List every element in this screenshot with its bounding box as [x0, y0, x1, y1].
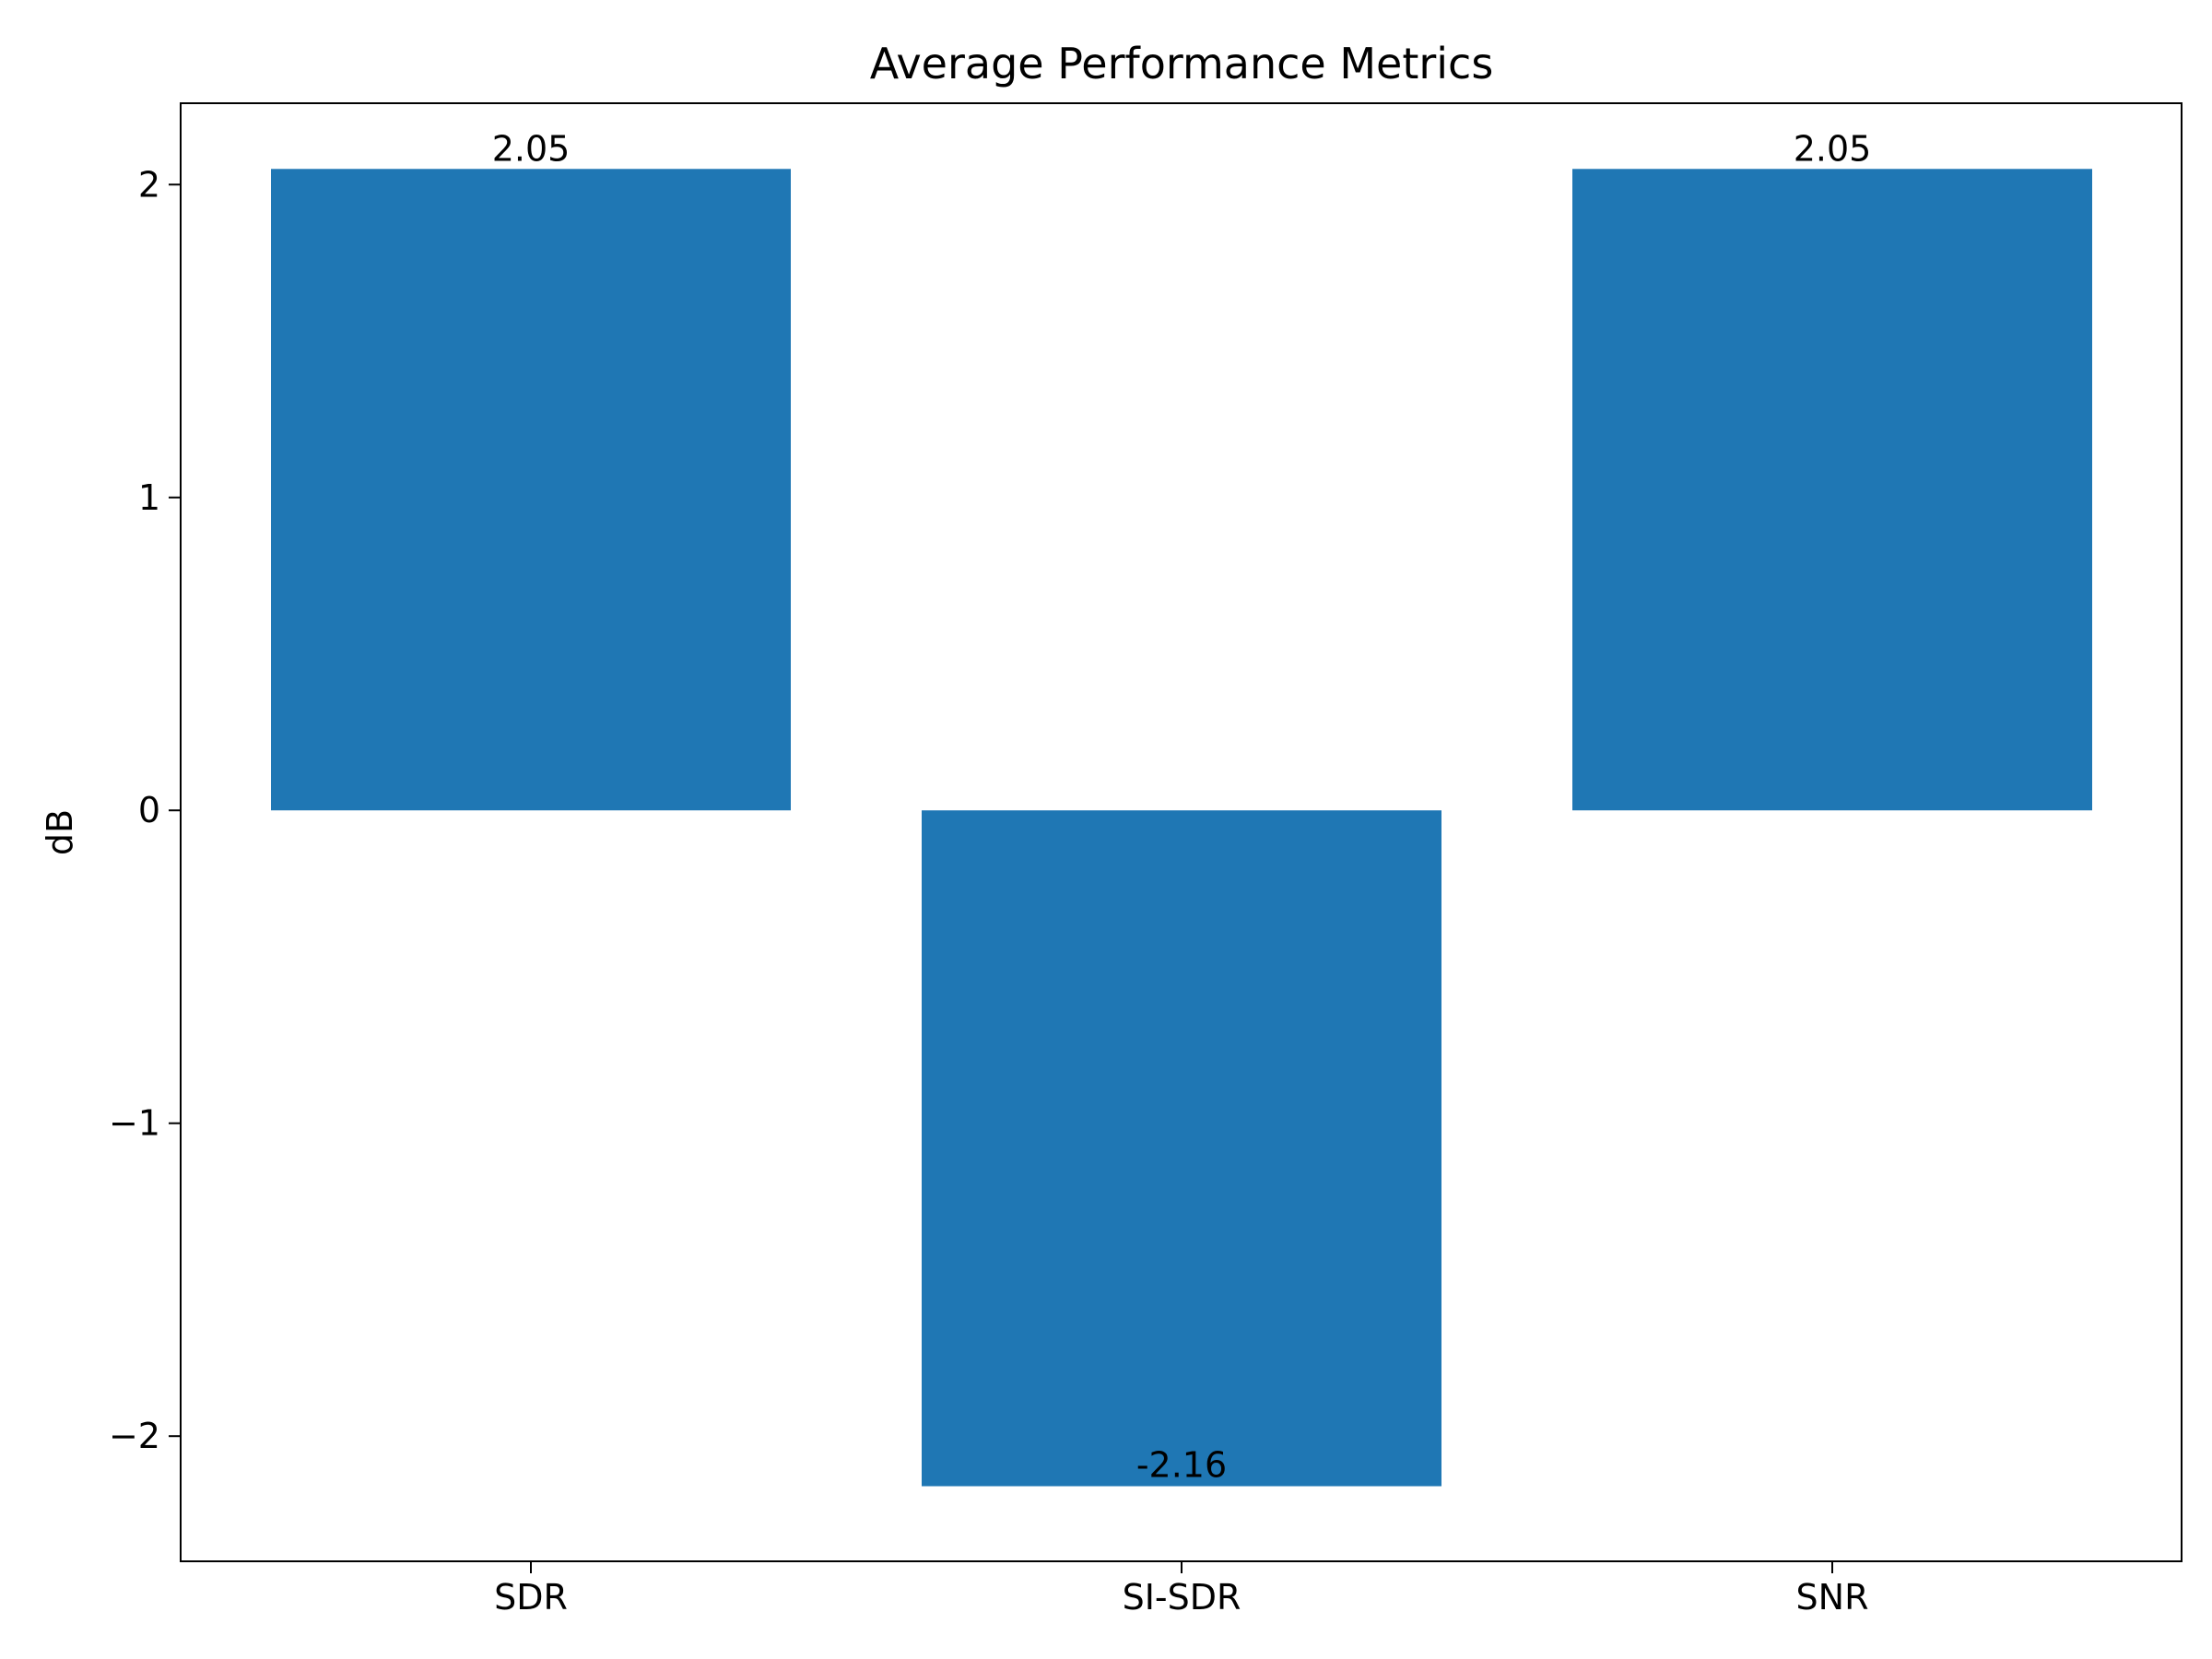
- bar-si-sdr: [922, 810, 1441, 1487]
- chart-title: Average Performance Metrics: [870, 39, 1494, 88]
- y-tick-label: 1: [138, 477, 160, 518]
- y-axis-label: dB: [40, 809, 80, 855]
- y-tick-label: −1: [109, 1103, 160, 1144]
- data-label: 2.05: [1794, 128, 1872, 169]
- bars-group: [271, 169, 2092, 1487]
- y-tick-label: −2: [109, 1416, 160, 1456]
- axis-ticks-group: SDR SI-SDR SNR 2 1 0 −1 −2: [109, 164, 1869, 1618]
- bar-sdr: [271, 169, 791, 811]
- data-label: -2.16: [1136, 1445, 1227, 1486]
- data-labels-group: 2.05 -2.16 2.05: [492, 128, 1872, 1485]
- x-tick-label: SDR: [494, 1577, 568, 1618]
- y-tick-label: 0: [138, 790, 160, 830]
- x-tick-label: SI-SDR: [1123, 1577, 1241, 1618]
- data-label: 2.05: [492, 128, 571, 169]
- y-tick-label: 2: [138, 164, 160, 205]
- bar-snr: [1572, 169, 2092, 811]
- x-tick-label: SNR: [1796, 1577, 1869, 1618]
